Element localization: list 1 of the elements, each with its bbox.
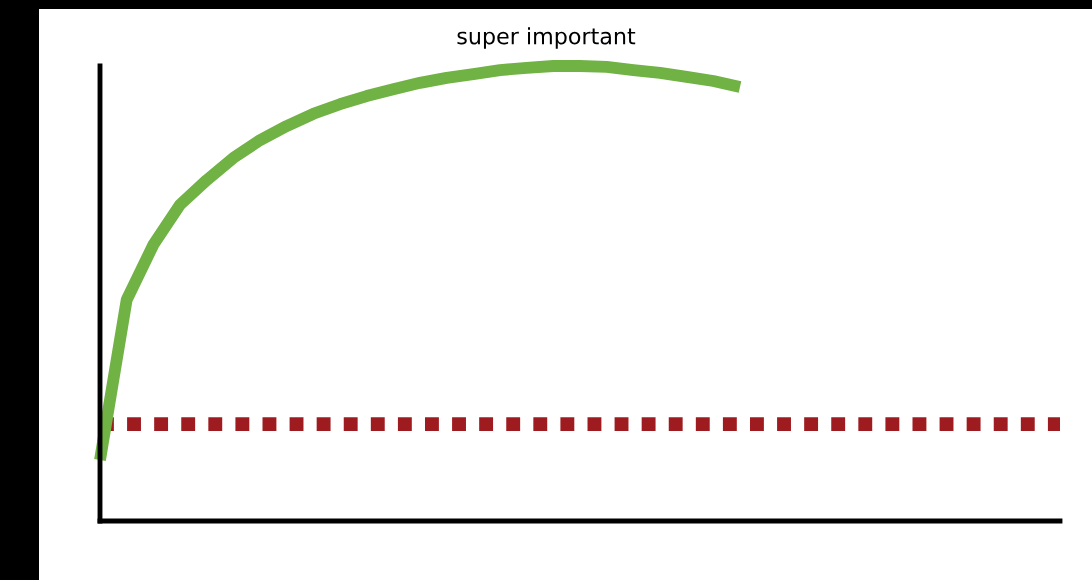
chart-title: super important xyxy=(457,27,636,49)
